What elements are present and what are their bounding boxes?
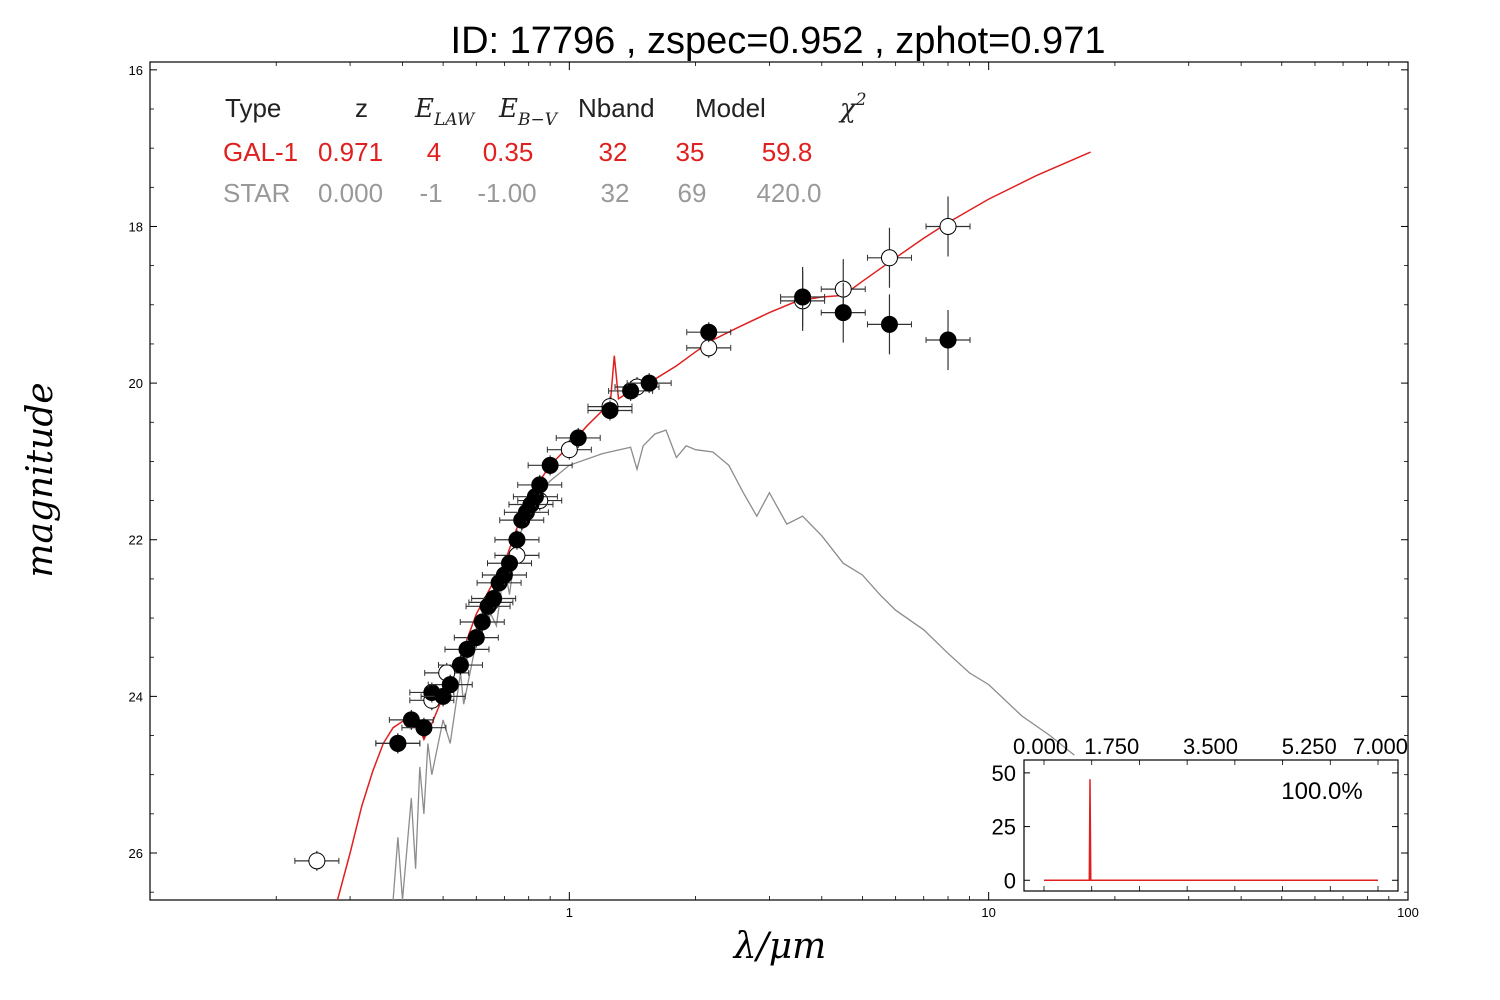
observed-magnitude-point — [880, 315, 898, 333]
inset-x-tick-label: 5.250 — [1282, 734, 1337, 759]
redshift-pdf-inset: 0.000 1.750 3.500 5.250 7.000 0 25 50 100.0% — [992, 734, 1408, 893]
observed-magnitude-point — [700, 323, 718, 341]
fit-table-row-star: STAR 0.000 -1 -1.00 32 69 420.0 — [223, 178, 822, 208]
observed-magnitude-point — [794, 288, 812, 306]
observed-magnitude-point — [640, 374, 658, 392]
x-tick-label: 100 — [1397, 905, 1419, 920]
header-nband: Nband — [578, 93, 655, 123]
chart-title: ID: 17796 , zspec=0.952 , zphot=0.971 — [451, 20, 1106, 62]
observed-magnitude-point — [569, 429, 587, 447]
inset-x-tick-label: 0.000 — [1013, 734, 1068, 759]
fit-table-row-gal: GAL-1 0.971 4 0.35 32 35 59.8 — [223, 137, 812, 167]
y-axis-ticks: 16 18 20 22 24 26 — [129, 63, 1408, 893]
galaxy-model-line — [336, 151, 1091, 900]
header-model: Model — [695, 93, 766, 123]
star-ebv: -1.00 — [477, 178, 536, 208]
star-model: 69 — [678, 178, 707, 208]
model-magnitude-point — [560, 441, 578, 459]
inset-percentage: 100.0% — [1281, 778, 1362, 805]
x-axis-ticks: 1 10 100 — [275, 62, 1419, 920]
header-elaw: ELAW — [414, 94, 476, 130]
gal-ebv: 0.35 — [483, 137, 534, 167]
observed-magnitude-point — [622, 382, 640, 400]
inset-pdf-line — [1044, 779, 1378, 882]
y-tick-label: 18 — [129, 219, 143, 234]
model-magnitude-point — [880, 249, 898, 267]
inset-y-tick-label: 50 — [992, 761, 1016, 786]
inset-frame — [1023, 759, 1399, 892]
observed-magnitude-point — [473, 613, 491, 631]
observed-magnitude-point — [508, 531, 526, 549]
y-tick-label: 26 — [129, 846, 143, 861]
header-chi2: χ2 — [838, 90, 867, 124]
inset-x-tick-label: 7.000 — [1353, 734, 1408, 759]
observed-magnitude-point — [939, 331, 957, 349]
header-type: Type — [225, 93, 281, 123]
header-z: z — [355, 93, 368, 123]
inset-y-tick-label: 0 — [1004, 868, 1016, 893]
observed-magnitude-point — [485, 589, 503, 607]
gal-model: 35 — [676, 137, 705, 167]
star-elaw: -1 — [419, 178, 442, 208]
y-tick-label: 22 — [129, 533, 143, 548]
observed-magnitude-points — [375, 266, 971, 754]
observed-magnitude-point — [415, 719, 433, 737]
observed-magnitude-point — [458, 640, 476, 658]
gal-elaw: 4 — [427, 137, 441, 167]
star-type: STAR — [223, 178, 290, 208]
observed-magnitude-point — [467, 629, 485, 647]
model-magnitude-point — [700, 339, 718, 357]
inset-x-tick-label: 1.750 — [1084, 734, 1139, 759]
x-tick-label: 10 — [981, 905, 995, 920]
x-tick-label: 1 — [566, 905, 573, 920]
observed-magnitude-point — [834, 304, 852, 322]
star-nband: 32 — [601, 178, 630, 208]
gal-nband: 32 — [599, 137, 628, 167]
observed-magnitude-point — [501, 554, 519, 572]
inset-y-tick-label: 25 — [992, 815, 1016, 840]
star-model-line — [392, 429, 1075, 900]
model-magnitude-points — [294, 196, 971, 871]
observed-magnitude-point — [541, 456, 559, 474]
observed-magnitude-point — [531, 476, 549, 494]
gal-type: GAL-1 — [223, 137, 298, 167]
inset-y-ticks: 0 25 50 — [992, 761, 1398, 893]
y-tick-label: 24 — [129, 689, 143, 704]
y-tick-label: 20 — [129, 376, 143, 391]
inset-x-ticks: 0.000 1.750 3.500 5.250 7.000 — [1013, 734, 1408, 891]
star-chi2: 420.0 — [756, 178, 821, 208]
star-z: 0.000 — [318, 178, 383, 208]
model-magnitude-point — [308, 852, 326, 870]
fit-table: Type z ELAW EB−V Nband Model χ2 GAL-1 0.… — [223, 90, 867, 208]
gal-z: 0.971 — [318, 137, 383, 167]
fit-table-header: Type z ELAW EB−V Nband Model χ2 — [225, 90, 867, 130]
observed-magnitude-point — [389, 734, 407, 752]
header-ebv: EB−V — [498, 94, 559, 130]
model-magnitude-point — [939, 217, 957, 235]
y-axis-label: magnitude — [20, 382, 61, 577]
gal-chi2: 59.8 — [762, 137, 813, 167]
x-axis-label: λ/μm — [732, 926, 826, 967]
observed-magnitude-point — [441, 676, 459, 694]
plot-frame — [149, 61, 1409, 901]
observed-magnitude-point — [451, 656, 469, 674]
observed-magnitude-point — [601, 402, 619, 420]
inset-x-tick-label: 3.500 — [1183, 734, 1238, 759]
y-tick-label: 16 — [129, 63, 143, 78]
